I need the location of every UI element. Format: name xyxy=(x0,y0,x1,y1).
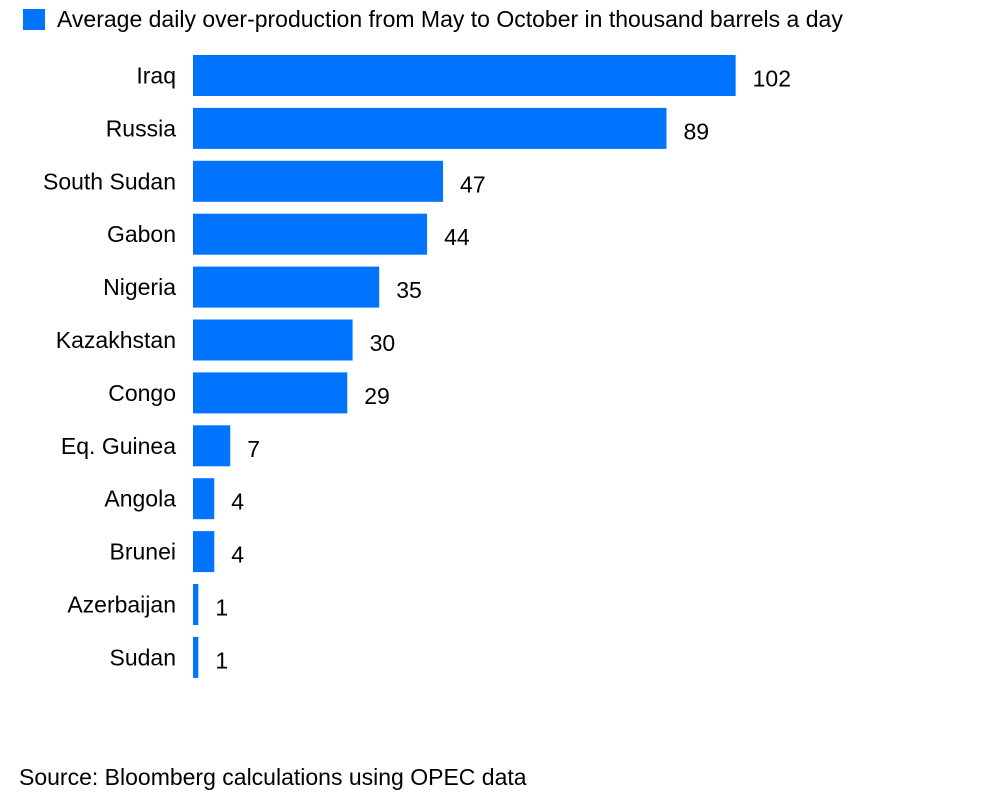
category-label: Congo xyxy=(108,380,176,406)
bar xyxy=(193,425,231,467)
category-label: Iraq xyxy=(136,63,176,89)
category-label: Sudan xyxy=(109,644,176,670)
data-label: 4 xyxy=(231,542,244,568)
bar xyxy=(193,372,348,414)
data-label: 102 xyxy=(753,66,791,92)
data-label: 30 xyxy=(370,330,396,356)
data-label: 89 xyxy=(683,118,709,144)
category-label: South Sudan xyxy=(43,168,176,194)
data-label: 44 xyxy=(444,224,470,250)
data-label: 1 xyxy=(215,647,228,673)
bar xyxy=(193,55,736,96)
category-label: Eq. Guinea xyxy=(61,433,176,459)
bar xyxy=(193,636,199,678)
legend-swatch xyxy=(23,9,45,30)
category-label: Angola xyxy=(104,486,176,512)
legend-label: Average daily over-production from May t… xyxy=(57,6,843,32)
bar xyxy=(193,584,199,625)
category-label: Nigeria xyxy=(103,274,176,300)
bar xyxy=(193,213,428,255)
bar xyxy=(193,107,667,149)
data-label: 47 xyxy=(460,171,486,197)
source-note: Source: Bloomberg calculations using OPE… xyxy=(19,764,527,790)
data-label: 29 xyxy=(364,383,390,409)
bar xyxy=(193,319,353,361)
bar xyxy=(193,266,380,308)
category-label: Brunei xyxy=(110,539,176,565)
bar xyxy=(193,160,444,202)
bar xyxy=(193,478,215,520)
data-label: 35 xyxy=(396,277,422,303)
category-label: Gabon xyxy=(107,221,176,247)
category-label: Azerbaijan xyxy=(67,592,176,618)
category-label: Russia xyxy=(106,115,177,141)
data-label: 7 xyxy=(247,436,260,462)
data-label: 1 xyxy=(215,595,228,621)
category-label: Kazakhstan xyxy=(56,327,176,353)
bar xyxy=(193,531,215,573)
data-label: 4 xyxy=(231,489,244,515)
legend: Average daily over-production from May t… xyxy=(23,6,843,33)
